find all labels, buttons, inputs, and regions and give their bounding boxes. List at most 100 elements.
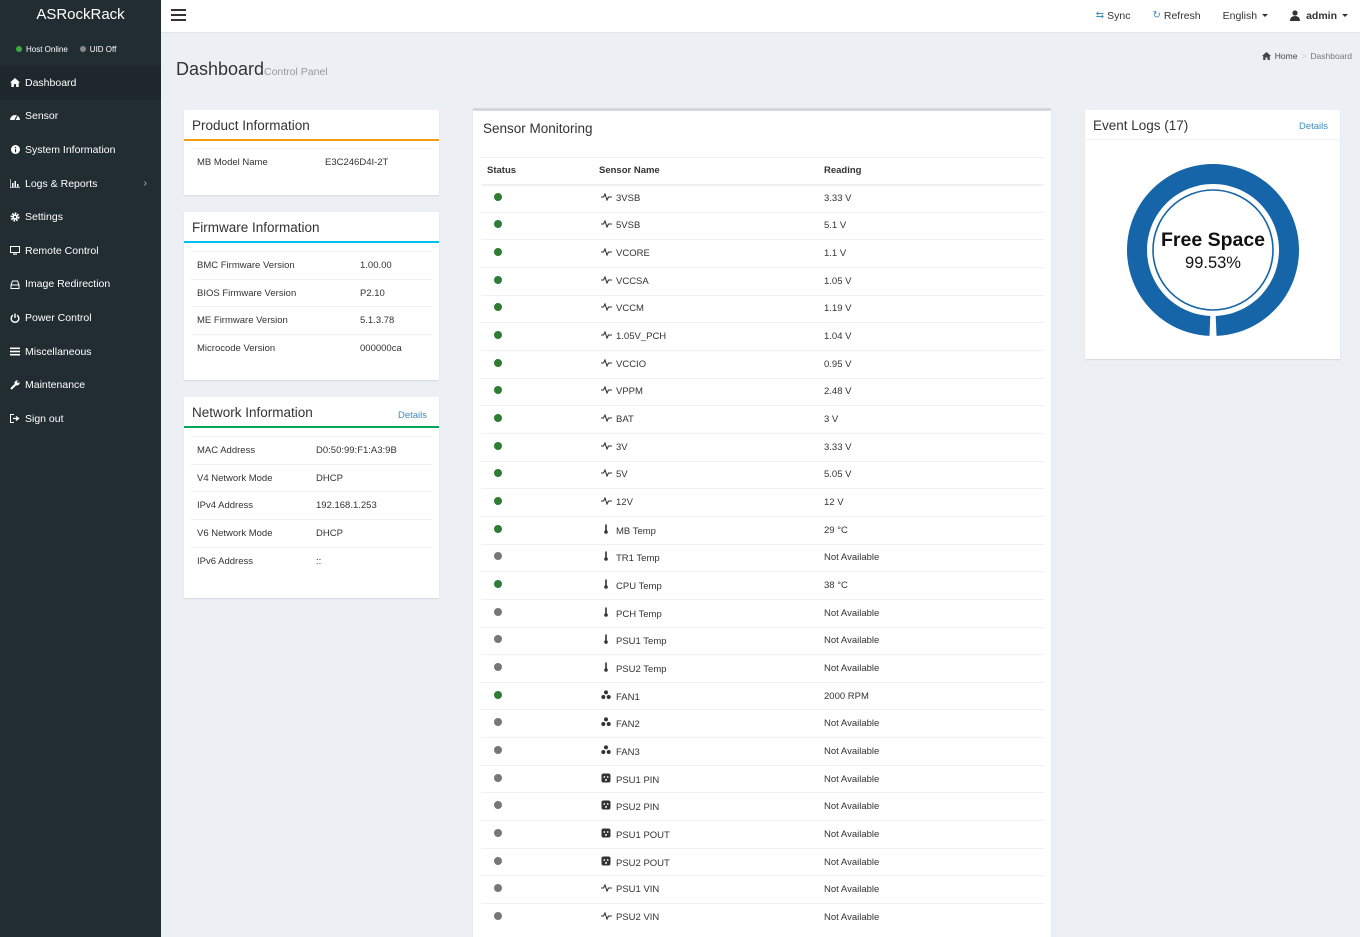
product-info-box: Product Information MB Model Name E3C246D… [184,110,439,195]
sensor-row[interactable]: FAN2 Not Available [481,709,1044,738]
column-header-status[interactable]: Status [481,157,593,186]
network-info-row: MAC Address D0:50:99:F1:A3:9B [191,436,432,464]
sensor-row[interactable]: VCORE 1.1 V [481,239,1044,268]
sidebar-item-settings[interactable]: Settings [0,200,161,234]
sidebar-toggle-icon[interactable] [171,9,186,21]
sensor-row[interactable]: 5VSB 5.1 V [481,211,1044,240]
page-title: Dashboard [176,59,265,79]
sensor-row[interactable]: BAT 3 V [481,405,1044,434]
status-unavailable-icon [494,662,502,671]
column-header-sensor-name[interactable]: Sensor Name [593,157,818,186]
sensor-name-cell: 5V [593,460,818,489]
sidebar-item-sign-out[interactable]: Sign out [0,402,161,436]
sensor-status-cell [481,626,593,655]
sidebar-item-maintenance[interactable]: Maintenance [0,368,161,402]
network-info-title: Network Information [192,405,313,420]
status-ok-icon [494,524,502,533]
thermometer-icon [600,551,612,563]
sensor-row[interactable]: VCCSA 1.05 V [481,266,1044,296]
breadcrumb-home-link[interactable]: Home [1261,51,1297,61]
sidebar-item-sensor[interactable]: Sensor [0,100,161,134]
sidebar-item-label: Settings [25,211,63,224]
free-space-gauge: Free Space 99.53% [1127,163,1299,336]
sensor-row[interactable]: 3V 3.33 V [481,432,1044,462]
sensor-reading: Not Available [818,598,1044,627]
top-navbar: ⇆ Sync ↻ Refresh English admin [161,0,1360,33]
sensor-reading: Not Available [818,792,1044,821]
refresh-icon: ↻ [1152,10,1161,21]
user-menu[interactable]: admin [1290,10,1348,22]
voltage-icon [600,303,612,313]
sensor-name-cell: PCH Temp [593,598,818,627]
sensor-row[interactable]: PSU2 VIN Not Available [481,903,1044,932]
sign-out-icon [9,414,21,424]
sensor-status-cell [481,515,593,545]
sidebar-item-dashboard[interactable]: Dashboard [0,66,161,100]
info-circle-icon [9,145,21,155]
status-unavailable-icon [494,801,502,810]
sidebar-item-miscellaneous[interactable]: Miscellaneous [0,335,161,369]
sensor-row[interactable]: MB Temp 29 °C [481,515,1044,545]
sidebar-item-system-information[interactable]: System Information [0,133,161,167]
sidebar-item-logs-reports[interactable]: Logs & Reports › [0,167,161,201]
sensor-row[interactable]: PSU1 POUT Not Available [481,820,1044,849]
sync-label: Sync [1107,9,1131,22]
status-ok-icon [494,193,502,202]
sensor-row[interactable]: VCCIO 0.95 V [481,349,1044,379]
status-ok-icon [494,386,502,395]
sensor-row[interactable]: 12V 12 V [481,488,1044,517]
refresh-label: Refresh [1163,9,1201,22]
sensor-row[interactable]: 5V 5.05 V [481,460,1044,489]
box-accent-line [184,241,439,243]
language-label: English [1222,9,1258,22]
refresh-button[interactable]: ↻ Refresh [1152,10,1200,22]
uid-status[interactable]: UID Off [79,45,116,54]
info-value: 5.1.3.78 [360,315,395,327]
sensor-row[interactable]: PSU2 Temp Not Available [481,654,1044,683]
info-key: ME Firmware Version [197,315,288,327]
network-details-link[interactable]: Details [397,410,427,421]
thermometer-icon [600,634,612,646]
sensor-row[interactable]: PSU1 PIN Not Available [481,764,1044,793]
language-dropdown[interactable]: English [1222,9,1269,22]
sensor-row[interactable]: VCCM 1.19 V [481,294,1044,323]
sensor-row[interactable]: PSU2 POUT Not Available [481,847,1044,876]
sensor-row[interactable]: FAN1 2000 RPM [481,681,1044,710]
status-unavailable-icon [494,552,502,561]
info-value: 1.00.00 [360,259,392,271]
product-info-row: MB Model Name E3C246D4I-2T [191,148,432,176]
info-key: BMC Firmware Version [197,259,295,271]
sensor-row[interactable]: PCH Temp Not Available [481,598,1044,627]
sidebar-item-image-redirection[interactable]: Image Redirection [0,268,161,302]
sync-button[interactable]: ⇆ Sync [1096,10,1131,22]
thermometer-icon [600,607,612,619]
sensor-row[interactable]: 3VSB 3.33 V [481,184,1044,213]
sidebar-item-remote-control[interactable]: Remote Control [0,234,161,268]
status-ok-icon [494,331,502,340]
sensor-row[interactable]: CPU Temp 38 °C [481,571,1044,600]
sensor-row[interactable]: PSU1 VIN Not Available [481,875,1044,904]
sensor-name-cell: 3VSB [593,184,818,213]
sensor-row[interactable]: PSU1 Temp Not Available [481,626,1044,655]
sidebar-item-power-control[interactable]: Power Control [0,301,161,335]
hdd-icon [9,280,21,289]
status-unavailable-icon [494,607,502,616]
sensor-reading: 2.48 V [818,377,1044,406]
sensor-row[interactable]: 1.05V_PCH 1.04 V [481,322,1044,351]
power-icon [9,313,21,323]
status-ok-icon [494,580,502,589]
sensor-name-cell: PSU2 PIN [593,792,818,821]
box-accent-line [184,139,439,141]
status-unavailable-icon [494,856,502,865]
sensor-row[interactable]: TR1 Temp Not Available [481,543,1044,572]
status-unavailable-icon [494,635,502,644]
column-header-reading[interactable]: Reading [818,157,1044,186]
brand-logo[interactable]: ASRockRack [0,0,161,32]
event-logs-details-link[interactable]: Details [1298,121,1328,132]
status-ok-icon [494,690,502,699]
status-ok-icon [494,275,502,284]
sensor-row[interactable]: PSU2 PIN Not Available [481,792,1044,821]
sensor-row[interactable]: VPPM 2.48 V [481,377,1044,406]
sensor-row[interactable]: FAN3 Not Available [481,737,1044,766]
sensor-reading: 5.1 V [818,211,1044,240]
